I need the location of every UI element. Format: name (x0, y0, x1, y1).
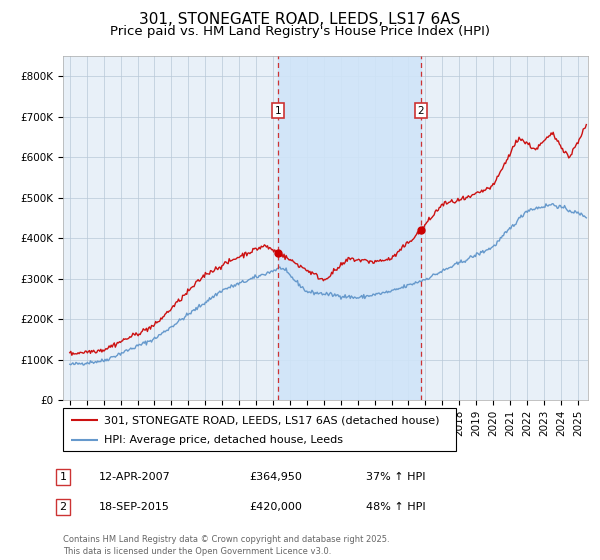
Text: £420,000: £420,000 (249, 502, 302, 512)
Text: 12-APR-2007: 12-APR-2007 (99, 472, 171, 482)
Text: 37% ↑ HPI: 37% ↑ HPI (366, 472, 425, 482)
Text: 1: 1 (59, 472, 67, 482)
Text: 301, STONEGATE ROAD, LEEDS, LS17 6AS: 301, STONEGATE ROAD, LEEDS, LS17 6AS (139, 12, 461, 27)
Text: Contains HM Land Registry data © Crown copyright and database right 2025.
This d: Contains HM Land Registry data © Crown c… (63, 535, 389, 556)
Text: 2: 2 (418, 106, 424, 116)
Text: 18-SEP-2015: 18-SEP-2015 (99, 502, 170, 512)
Text: 1: 1 (274, 106, 281, 116)
Text: Price paid vs. HM Land Registry's House Price Index (HPI): Price paid vs. HM Land Registry's House … (110, 25, 490, 38)
FancyBboxPatch shape (63, 408, 456, 451)
Bar (278, 56, 421, 400)
Text: 301, STONEGATE ROAD, LEEDS, LS17 6AS (detached house): 301, STONEGATE ROAD, LEEDS, LS17 6AS (de… (104, 415, 440, 425)
Text: 2: 2 (59, 502, 67, 512)
Text: HPI: Average price, detached house, Leeds: HPI: Average price, detached house, Leed… (104, 435, 343, 445)
Text: £364,950: £364,950 (249, 472, 302, 482)
Text: 48% ↑ HPI: 48% ↑ HPI (366, 502, 425, 512)
